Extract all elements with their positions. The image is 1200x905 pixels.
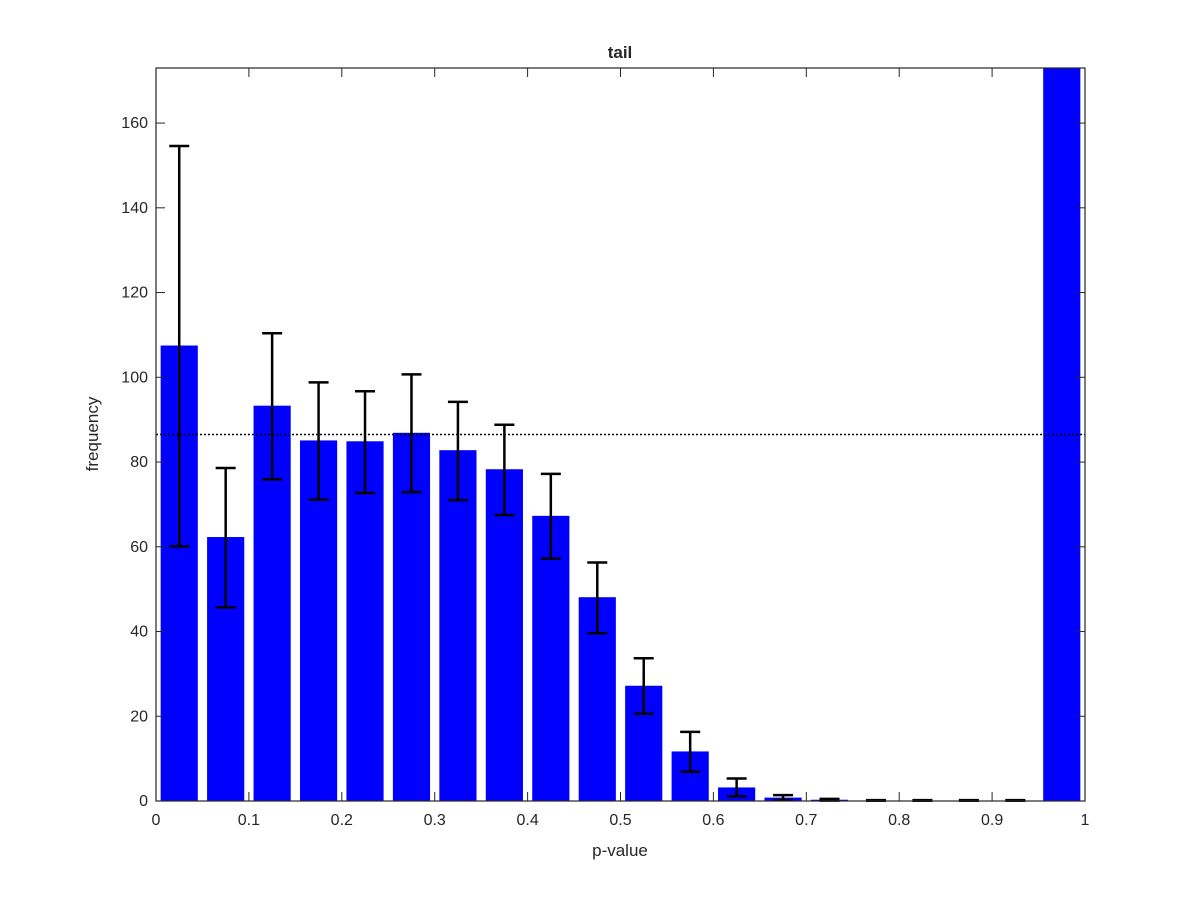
y-tick-label-6: 120 bbox=[121, 285, 148, 302]
bar-6 bbox=[439, 450, 476, 801]
x-tick-label-2: 0.2 bbox=[331, 812, 353, 829]
y-tick-label-8: 160 bbox=[121, 115, 148, 132]
bar-4 bbox=[346, 441, 383, 801]
y-tick-label-0: 0 bbox=[139, 793, 148, 810]
y-tick-label-4: 80 bbox=[130, 454, 148, 471]
chart-title: tail bbox=[608, 43, 633, 62]
x-tick-label-8: 0.8 bbox=[888, 812, 910, 829]
x-tick-label-9: 0.9 bbox=[981, 812, 1003, 829]
x-tick-label-1: 0.1 bbox=[238, 812, 260, 829]
y-axis-label: frequency bbox=[83, 396, 102, 471]
y-tick-label-5: 100 bbox=[121, 369, 148, 386]
y-tick-label-1: 20 bbox=[130, 708, 148, 725]
x-tick-label-6: 0.6 bbox=[702, 812, 724, 829]
x-tick-label-3: 0.3 bbox=[424, 812, 446, 829]
x-tick-label-7: 0.7 bbox=[795, 812, 817, 829]
x-tick-label-0: 0 bbox=[152, 812, 161, 829]
x-axis-label: p-value bbox=[592, 841, 648, 860]
y-tick-label-2: 40 bbox=[130, 624, 148, 641]
x-tick-label-10: 1 bbox=[1081, 812, 1090, 829]
y-tick-label-3: 60 bbox=[130, 539, 148, 556]
bar-7 bbox=[486, 469, 523, 801]
x-tick-label-5: 0.5 bbox=[609, 812, 631, 829]
x-tick-label-4: 0.4 bbox=[516, 812, 538, 829]
y-tick-label-7: 140 bbox=[121, 200, 148, 217]
